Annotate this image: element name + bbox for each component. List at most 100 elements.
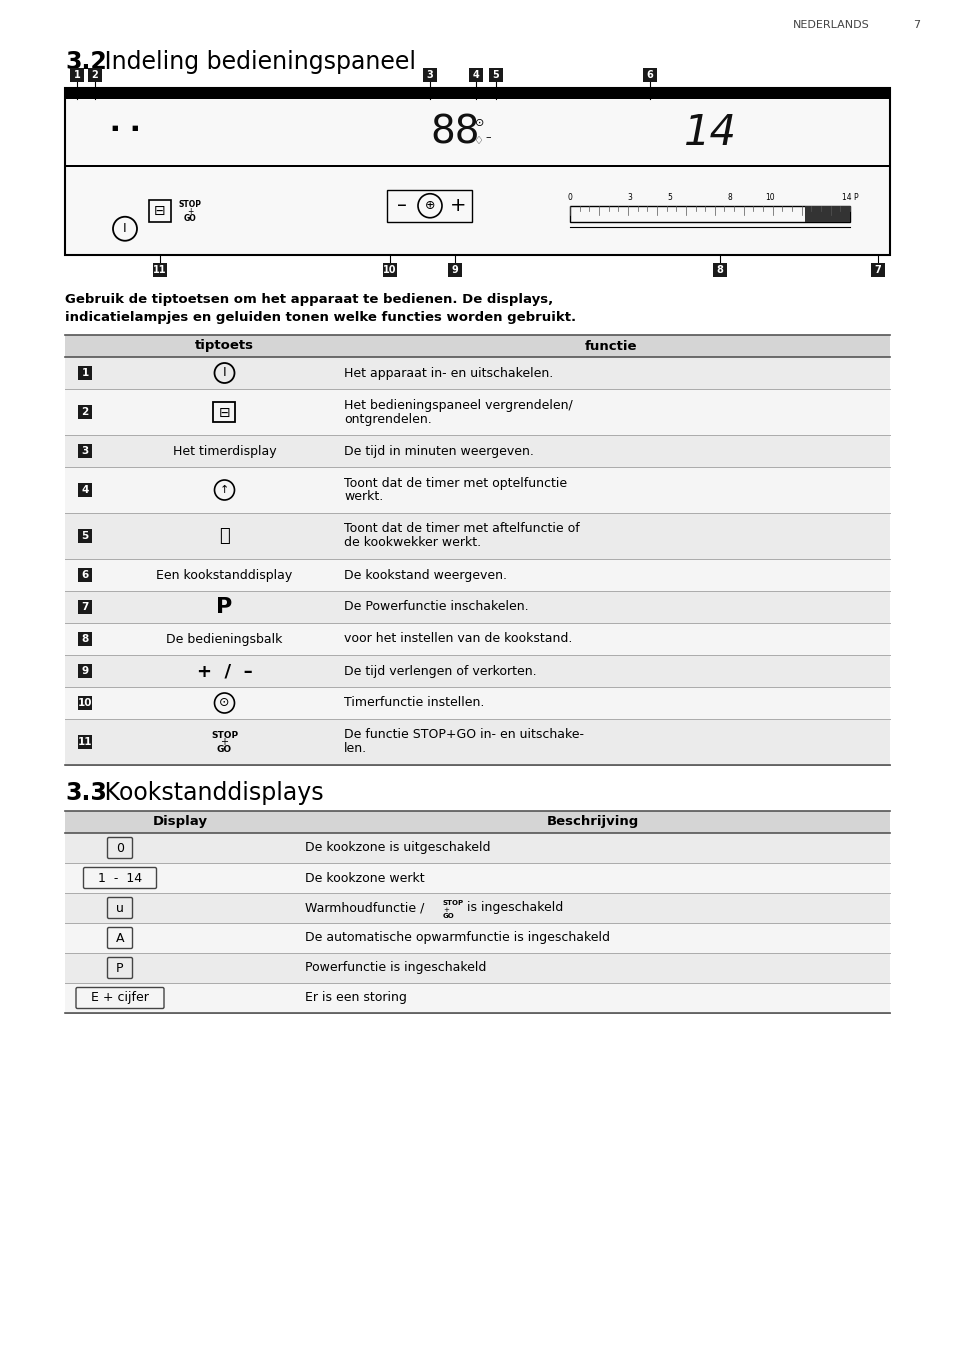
Bar	[804, 206, 849, 222]
Text: 4: 4	[81, 485, 89, 495]
Bar	[78, 568, 91, 581]
Text: len.: len.	[344, 742, 367, 756]
Text: +: +	[187, 207, 193, 216]
Bar	[78, 406, 91, 419]
Text: Het bedieningspaneel vergrendelen/: Het bedieningspaneel vergrendelen/	[344, 399, 572, 411]
Text: 3: 3	[627, 193, 632, 201]
Text: 88: 88	[430, 114, 479, 151]
Text: Warmhoudfunctie /: Warmhoudfunctie /	[305, 902, 428, 914]
Text: indicatielampjes en geluiden tonen welke functies worden gebruikt.: indicatielampjes en geluiden tonen welke…	[65, 311, 576, 323]
Text: 10: 10	[383, 265, 396, 274]
Text: 11: 11	[77, 737, 92, 748]
Bar	[65, 687, 889, 719]
Text: ↑: ↑	[219, 485, 229, 495]
Text: ⊟: ⊟	[154, 204, 166, 218]
Text: 5: 5	[81, 531, 89, 541]
Text: 2: 2	[81, 407, 89, 416]
Bar	[642, 68, 657, 82]
Text: 14: 14	[682, 112, 736, 154]
Text: 5: 5	[492, 70, 498, 80]
Text: 6: 6	[81, 571, 89, 580]
Bar	[469, 68, 482, 82]
Text: –: –	[485, 131, 490, 142]
Text: Het timerdisplay: Het timerdisplay	[172, 445, 276, 457]
Text: E + cijfer: E + cijfer	[91, 991, 149, 1005]
Bar	[78, 483, 91, 498]
Bar	[387, 189, 472, 222]
Text: werkt.: werkt.	[344, 491, 383, 503]
Text: STOP: STOP	[211, 730, 238, 740]
Text: ⊙: ⊙	[219, 696, 230, 710]
Text: 🔔: 🔔	[219, 527, 230, 545]
Text: 4: 4	[472, 70, 478, 80]
Text: I: I	[222, 366, 226, 380]
Bar	[78, 529, 91, 544]
Text: +: +	[449, 196, 466, 215]
Bar	[422, 68, 436, 82]
Text: Toont dat de timer met optelfunctie: Toont dat de timer met optelfunctie	[344, 476, 566, 489]
Bar	[65, 863, 889, 894]
Bar	[65, 165, 889, 168]
Bar	[152, 264, 167, 277]
Text: A: A	[115, 932, 124, 945]
Text: GO: GO	[442, 913, 455, 919]
Text: 6: 6	[646, 70, 653, 80]
Bar	[65, 466, 889, 512]
Text: 3.3: 3.3	[65, 781, 107, 804]
Text: De bedieningsbalk: De bedieningsbalk	[166, 633, 282, 645]
Text: STOP: STOP	[178, 200, 201, 210]
Bar	[78, 664, 91, 677]
Bar	[65, 88, 889, 99]
Text: 3.2: 3.2	[65, 50, 107, 74]
Text: 14 P: 14 P	[841, 193, 858, 201]
Text: tiptoets: tiptoets	[194, 339, 253, 353]
Text: ⊙: ⊙	[475, 118, 484, 127]
Text: 1  -  14: 1 - 14	[98, 872, 142, 884]
Text: NEDERLANDS: NEDERLANDS	[792, 20, 869, 30]
Text: 7: 7	[81, 602, 89, 612]
Bar	[65, 435, 889, 466]
Text: 8: 8	[727, 193, 732, 201]
Text: STOP: STOP	[442, 900, 464, 906]
Text: 11: 11	[153, 265, 167, 274]
Bar	[65, 389, 889, 435]
Text: P: P	[216, 598, 233, 617]
Bar	[65, 512, 889, 558]
Bar	[65, 923, 889, 953]
Text: is ingeschakeld: is ingeschakeld	[462, 902, 562, 914]
Text: ♢: ♢	[473, 135, 482, 146]
Bar	[78, 600, 91, 614]
Bar	[382, 264, 396, 277]
Text: ■: ■	[132, 124, 138, 131]
Text: Het apparaat in- en uitschakelen.: Het apparaat in- en uitschakelen.	[344, 366, 553, 380]
Bar	[78, 366, 91, 380]
Text: Gebruik de tiptoetsen om het apparaat te bedienen. De displays,: Gebruik de tiptoetsen om het apparaat te…	[65, 293, 553, 307]
Bar	[65, 623, 889, 654]
Text: 9: 9	[451, 265, 457, 274]
Text: De kookstand weergeven.: De kookstand weergeven.	[344, 568, 506, 581]
Text: 7: 7	[912, 20, 919, 30]
Text: Beschrijving: Beschrijving	[546, 815, 638, 829]
Text: 1: 1	[73, 70, 80, 80]
Bar	[70, 68, 84, 82]
Bar	[65, 811, 889, 833]
Text: voor het instellen van de kookstand.: voor het instellen van de kookstand.	[344, 633, 572, 645]
Bar	[78, 631, 91, 646]
Text: 3: 3	[426, 70, 433, 80]
Text: De Powerfunctie inschakelen.: De Powerfunctie inschakelen.	[344, 600, 528, 614]
Text: Toont dat de timer met aftelfunctie of: Toont dat de timer met aftelfunctie of	[344, 522, 579, 535]
Text: De automatische opwarmfunctie is ingeschakeld: De automatische opwarmfunctie is ingesch…	[305, 932, 609, 945]
Bar	[149, 200, 171, 222]
Text: +: +	[442, 907, 449, 913]
Bar	[65, 894, 889, 923]
Text: De kookzone is uitgeschakeld: De kookzone is uitgeschakeld	[305, 841, 490, 854]
Text: 0: 0	[116, 841, 124, 854]
Text: Timerfunctie instellen.: Timerfunctie instellen.	[344, 696, 484, 710]
Text: De kookzone werkt: De kookzone werkt	[305, 872, 424, 884]
Bar	[78, 735, 91, 749]
Bar	[489, 68, 502, 82]
Text: 7: 7	[874, 265, 881, 274]
Bar	[65, 654, 889, 687]
Text: I: I	[123, 222, 127, 235]
Bar	[569, 206, 849, 222]
